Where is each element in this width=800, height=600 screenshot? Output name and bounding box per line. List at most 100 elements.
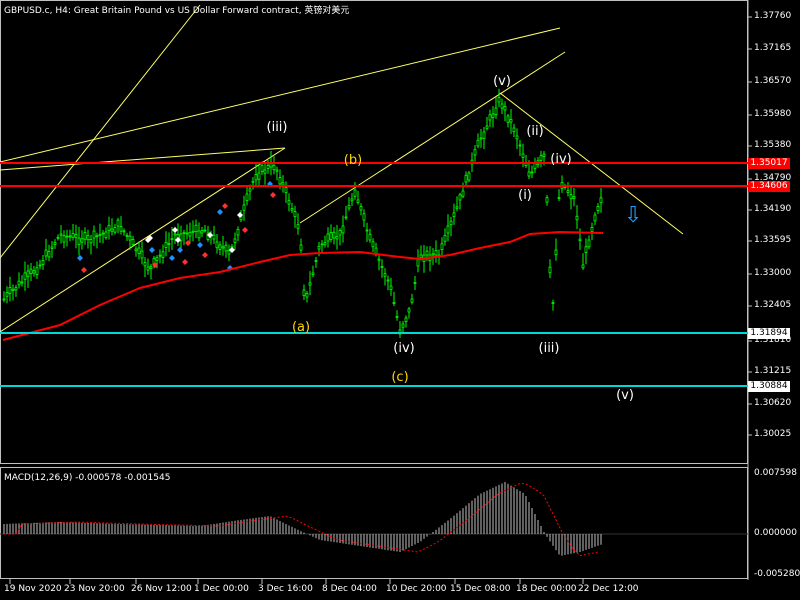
price-tick: 1.32405 [754,300,792,310]
candle-body [11,288,15,291]
price-tick: 1.33000 [754,268,792,278]
candle-body [431,253,435,256]
candle-body [116,219,120,227]
candle-body [98,233,102,236]
candle-body [194,224,198,232]
candle-body [548,266,552,274]
level-box-4[interactable]: 1.30884 [748,381,790,392]
level-box-1[interactable]: 1.35017 [748,158,790,169]
candle-body [482,131,486,139]
signal-marker [149,247,155,253]
macd-title: MACD(12,26,9) -0.000578 -0.001545 [4,473,171,483]
candle-body [323,242,327,246]
candle-body [593,214,597,222]
candle-body [257,172,261,180]
price-tick: 1.37165 [754,43,792,53]
trend-line [0,27,561,163]
candle-body [365,229,369,232]
candle-body [512,127,516,133]
candle-body [218,244,222,251]
candle-body [155,257,159,261]
candle-body [92,230,96,239]
candle-body [515,135,519,140]
candle-body [341,225,345,234]
price-tick: 1.34790 [754,173,792,183]
candle-body [20,281,24,284]
candle-body [263,169,267,174]
candle-body [23,272,27,280]
signal-marker [175,237,181,243]
candle-body [284,187,288,194]
candle-body [212,234,216,240]
candle-body [587,239,591,248]
candle-body [338,229,342,236]
time-tick: 10 Dec 20:00 [386,584,447,594]
candle-body [320,243,324,246]
candle-body [479,137,483,140]
candle-body [200,230,204,234]
macd-panel-border [0,467,748,579]
candle-body [449,220,453,226]
macd-signal-line [4,482,599,557]
candle-body [374,247,378,254]
price-tick: 1.34190 [754,204,792,214]
candle-body [527,171,531,177]
candle-body [542,153,546,157]
price-tick: 1.35980 [754,109,792,119]
candle-body [140,250,144,259]
candle-body [80,238,84,243]
candle-body [581,264,585,269]
wave-label-v-top: (v) [493,74,511,89]
candle-body [56,236,60,239]
candle-body [446,225,450,234]
candle-body [503,106,507,111]
candle-body [179,233,183,242]
candle-body [491,113,495,119]
candle-body [518,144,522,147]
wave-label-iv-2: (iv) [550,152,572,167]
macd-tick: 0.007598 [754,468,797,478]
signal-marker [202,252,208,258]
time-tick: 3 Dec 16:00 [258,584,313,594]
candle-body [350,198,354,202]
candle-body [89,239,93,244]
wave-label-iii-2: (iii) [538,341,560,356]
candle-body [149,266,153,270]
signal-marker [237,212,243,218]
candle-body [314,260,318,262]
chart-title: GBPUSD.c, H4: Great Britain Pound vs US … [4,6,350,16]
signal-marker [197,242,203,248]
candle-body [32,270,36,274]
candle-body [416,258,420,267]
candle-body [107,225,111,231]
candle-body [77,237,81,246]
candle-body [293,211,297,218]
candle-body [395,316,399,318]
candle-body [506,115,510,123]
signal-marker [229,247,235,253]
down-arrow-icon: ⇩ [624,203,643,228]
candle-body [311,272,315,275]
wave-label-iv: (iv) [393,341,415,356]
candle-body [362,213,366,221]
price-tick: 1.36570 [754,76,792,86]
signal-marker [185,240,191,246]
price-tick: 1.35380 [754,140,792,150]
candle-body [461,190,465,197]
candle-body [566,190,570,193]
candle-body [401,323,405,328]
candle-body [464,174,468,183]
wave-label-c: (c) [391,370,409,385]
candle-body [317,245,321,250]
candle-body [104,231,108,238]
macd-tick: 0.000000 [754,528,797,538]
level-box-3[interactable]: 1.31894 [748,328,790,339]
candle-body [35,267,39,276]
candle-body [167,242,171,245]
signal-marker [169,255,175,261]
price-tick: 1.30620 [754,398,792,408]
level-box-2[interactable]: 1.34606 [748,181,790,192]
candle-body [530,171,534,174]
candle-body [173,233,177,236]
